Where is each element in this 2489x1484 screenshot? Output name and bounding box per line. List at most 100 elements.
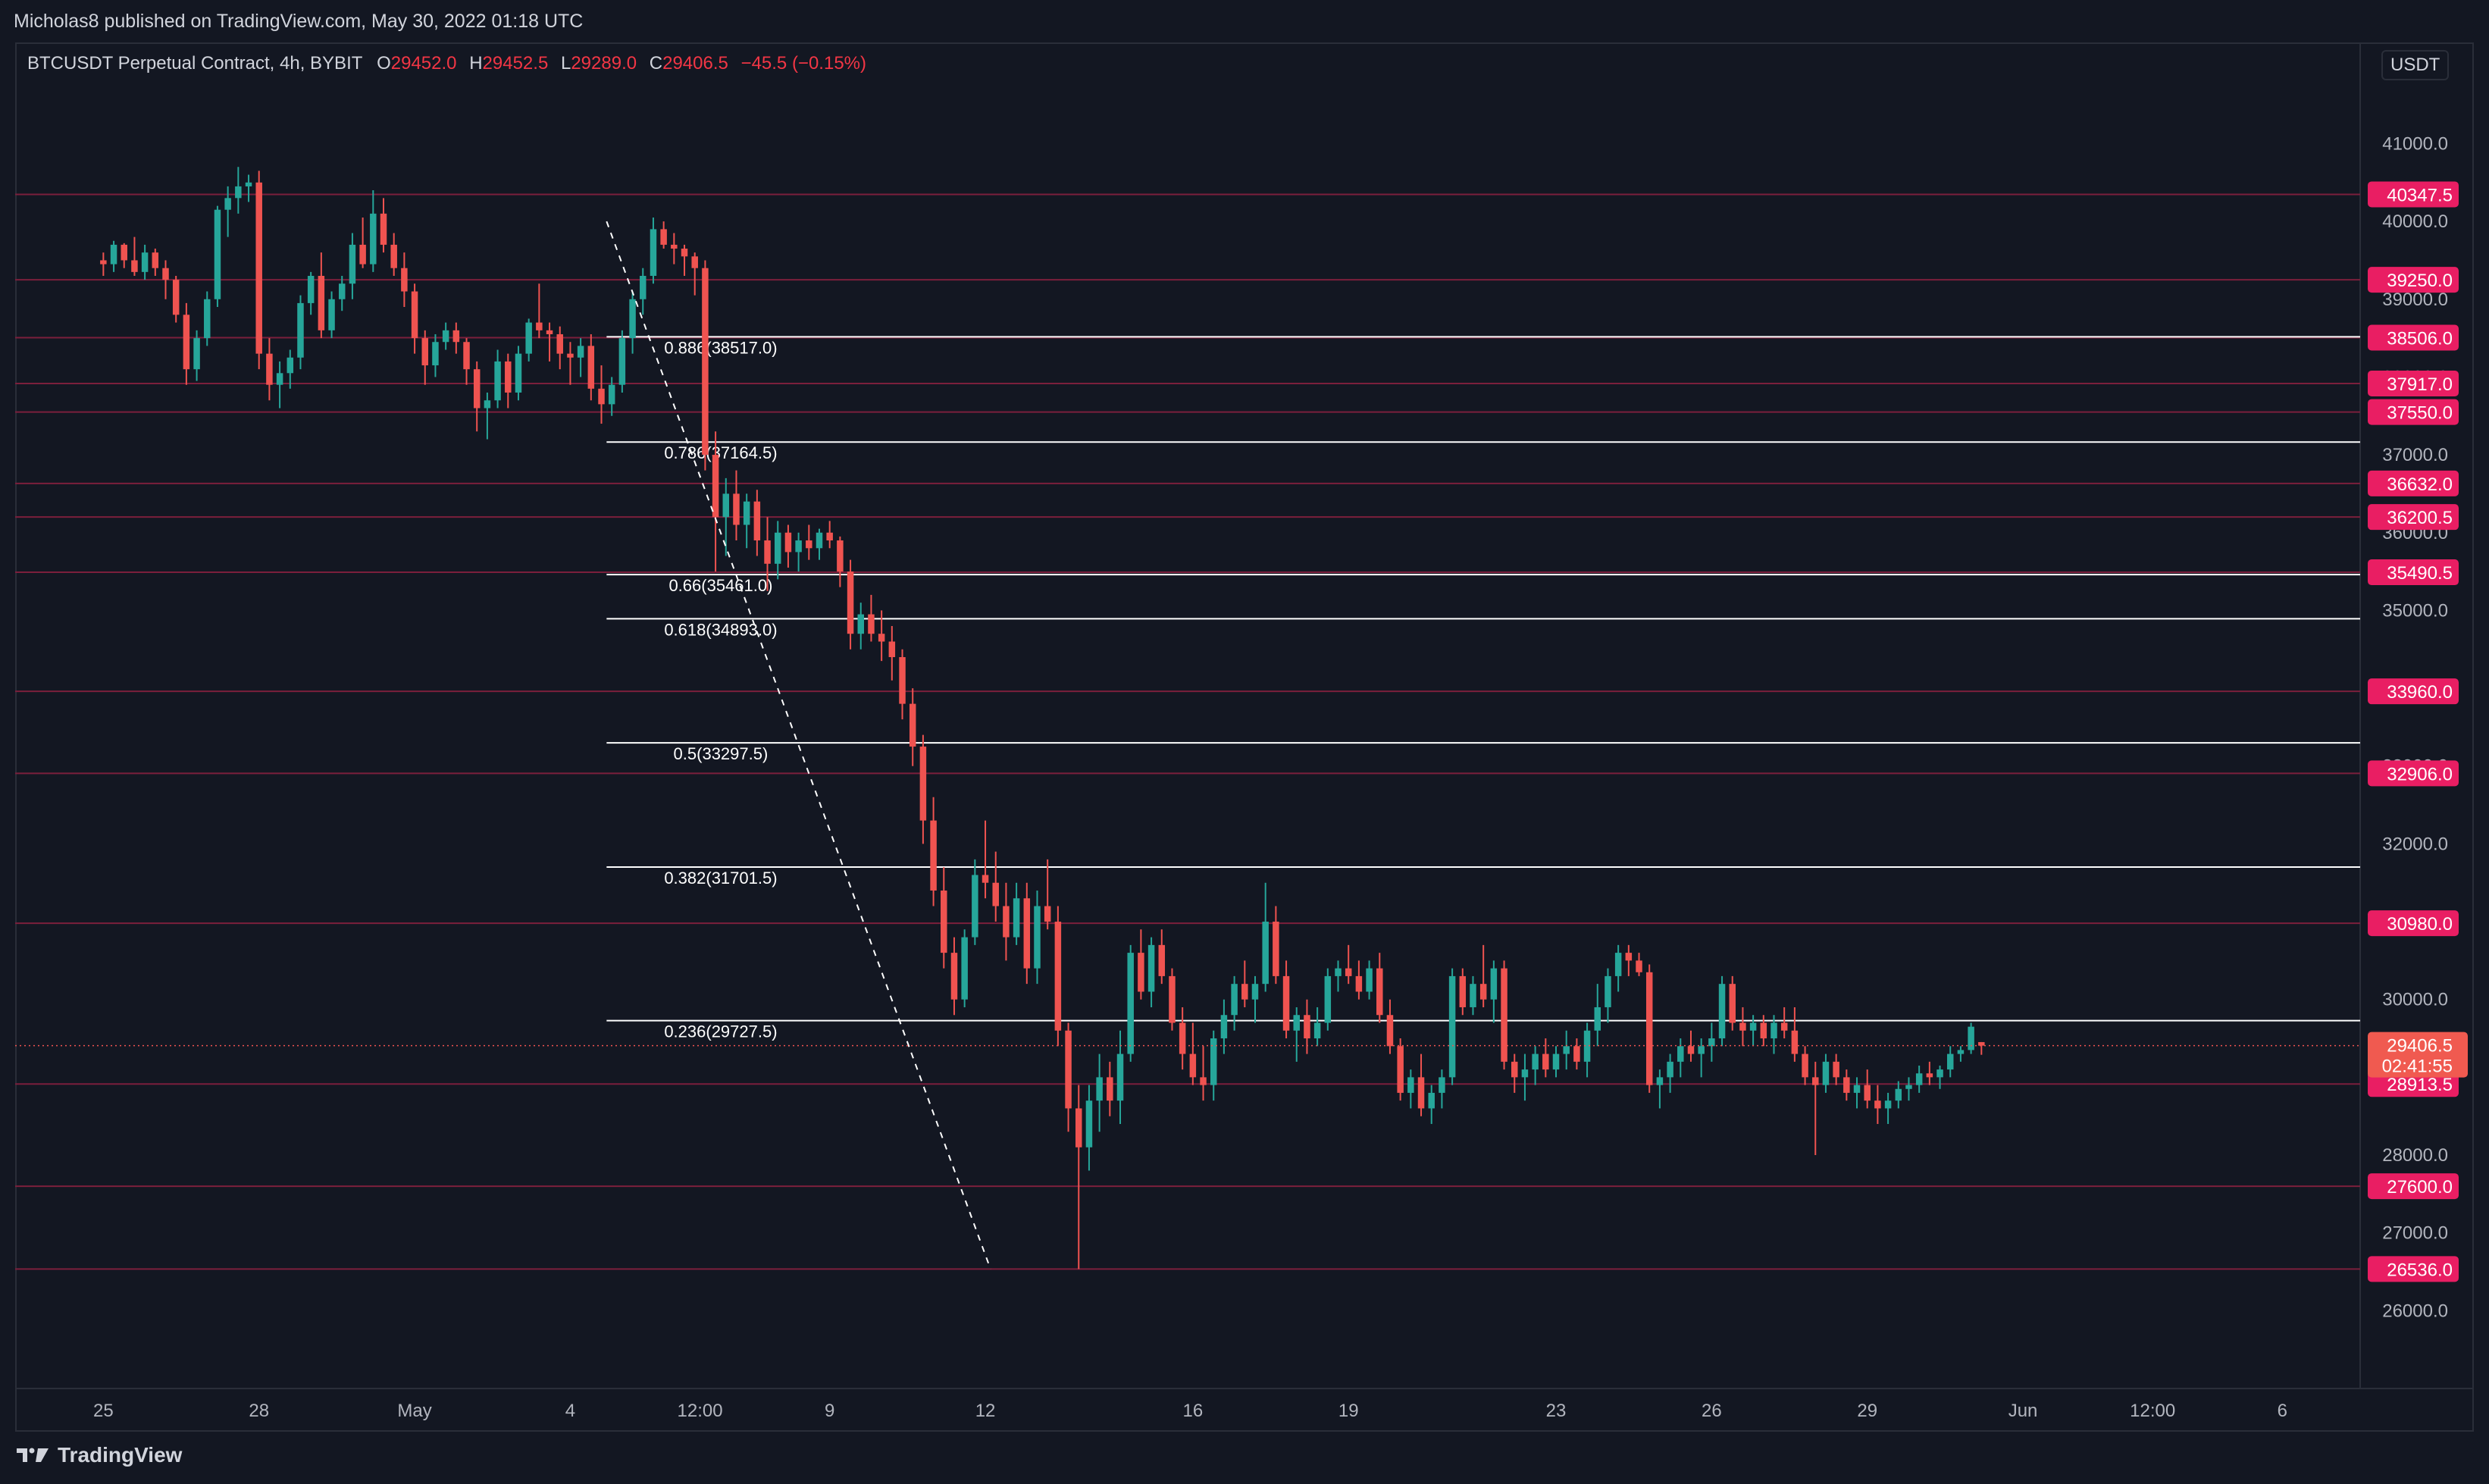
candle-body: [266, 353, 273, 385]
candle-body: [671, 244, 678, 249]
candle-body: [1407, 1077, 1414, 1093]
candle-body: [1158, 944, 1166, 976]
axis-unit-button[interactable]: USDT: [2381, 50, 2450, 80]
candle-body: [1169, 975, 1176, 1023]
candle-body: [349, 244, 356, 284]
candle-body: [214, 209, 221, 299]
candle-body: [484, 400, 491, 409]
candle-body: [1636, 960, 1642, 972]
candle-body: [1864, 1085, 1871, 1101]
candle-body: [1179, 1022, 1186, 1054]
candle-body: [1034, 906, 1041, 969]
candle-body: [1760, 1022, 1767, 1039]
candle-body: [1355, 975, 1363, 992]
candle-body: [1345, 968, 1352, 976]
x-tick-label: Jun: [2008, 1401, 2038, 1421]
candle-body: [1231, 984, 1238, 1016]
candle-body: [204, 299, 211, 339]
candle-body: [1501, 968, 1507, 1062]
candle-body: [235, 186, 242, 199]
candle-body: [110, 244, 117, 265]
candle-body: [1656, 1077, 1664, 1085]
candle-body: [1957, 1050, 1965, 1054]
candle-body: [961, 937, 968, 1000]
candle-body: [1687, 1046, 1695, 1054]
candle-body: [121, 244, 127, 261]
candle-body: [1313, 1022, 1321, 1039]
candle-body: [816, 532, 823, 549]
candle-body: [1594, 1007, 1601, 1031]
x-tick-label: 25: [93, 1401, 114, 1421]
y-tick-label: 30000.0: [2382, 990, 2448, 1010]
candle-body: [941, 890, 947, 953]
candle-body: [1459, 975, 1467, 1007]
level-price-label: 30980.0: [2387, 914, 2453, 935]
symbol-legend: BTCUSDT Perpetual Contract, 4h, BYBIT O2…: [27, 53, 866, 74]
candle-body: [1968, 1026, 1974, 1050]
level-price-tag: [2368, 370, 2459, 396]
candle-body: [1532, 1054, 1539, 1070]
level-price-tag: [2368, 470, 2459, 496]
level-price-label: 32906.0: [2387, 764, 2453, 784]
candle-body: [162, 268, 169, 280]
candle-body: [1003, 906, 1010, 938]
candle-body: [1023, 898, 1031, 969]
candle-body: [795, 540, 802, 553]
y-tick-label: 28000.0: [2382, 1145, 2448, 1166]
candle-body: [473, 369, 481, 409]
x-tick-label: 23: [1546, 1401, 1567, 1421]
candle-body: [1241, 984, 1248, 1000]
current-price-label: 29406.5: [2387, 1036, 2453, 1057]
candle-body: [587, 346, 595, 389]
candle-body: [722, 493, 730, 518]
candle-body: [1812, 1077, 1819, 1085]
candle-body: [1147, 944, 1155, 992]
candle-body: [1521, 1069, 1529, 1078]
x-tick-label: 12:00: [678, 1401, 723, 1421]
open-label: O: [377, 53, 391, 74]
level-price-label: 36632.0: [2387, 474, 2453, 495]
x-tick-label: 6: [2278, 1401, 2287, 1421]
candle-body: [1282, 975, 1290, 1031]
candle-body: [1386, 1015, 1394, 1047]
candle-body: [1096, 1077, 1103, 1101]
level-price-tag: [2368, 324, 2459, 351]
candle-body: [1273, 922, 1279, 976]
candle-body: [784, 532, 792, 553]
close-label: C: [649, 53, 663, 74]
x-tick-label: 19: [1338, 1401, 1359, 1421]
x-tick-label: 28: [249, 1401, 269, 1421]
candle-body: [1428, 1092, 1435, 1109]
level-price-tag: [2368, 181, 2459, 208]
candle-body: [131, 260, 138, 272]
level-price-label: 37917.0: [2387, 374, 2453, 395]
level-price-tag: [2368, 267, 2459, 293]
candle-body: [359, 244, 366, 265]
fib-level-label: 0.886(38517.0): [664, 338, 777, 357]
candle-body: [1677, 1046, 1684, 1062]
candle-body: [1013, 898, 1020, 938]
level-price-tag: [2368, 504, 2459, 531]
candle-body: [1479, 984, 1487, 1000]
candle-body: [1822, 1061, 1830, 1085]
candle-body: [255, 182, 262, 354]
candle-body: [1044, 906, 1051, 922]
candle-body: [1791, 1030, 1799, 1054]
tradingview-logo[interactable]: TradingView: [15, 1443, 182, 1467]
candle-body: [1470, 984, 1476, 1007]
candle-body: [307, 275, 315, 303]
candle-body: [1718, 984, 1726, 1039]
candle-body: [1065, 1030, 1072, 1109]
candle-body: [515, 353, 522, 393]
y-tick-label: 39000.0: [2382, 290, 2448, 310]
level-price-label: 39250.0: [2387, 271, 2453, 291]
level-price-tag: [2368, 1071, 2459, 1097]
candle-body: [245, 182, 252, 186]
symbol-title: BTCUSDT Perpetual Contract, 4h, BYBIT: [27, 53, 363, 74]
level-price-label: 33960.0: [2387, 682, 2453, 703]
y-tick-label: 40000.0: [2382, 211, 2448, 232]
candle-body: [1614, 953, 1622, 976]
candle-body: [1127, 953, 1134, 1054]
tradingview-logo-icon: [17, 1448, 49, 1462]
